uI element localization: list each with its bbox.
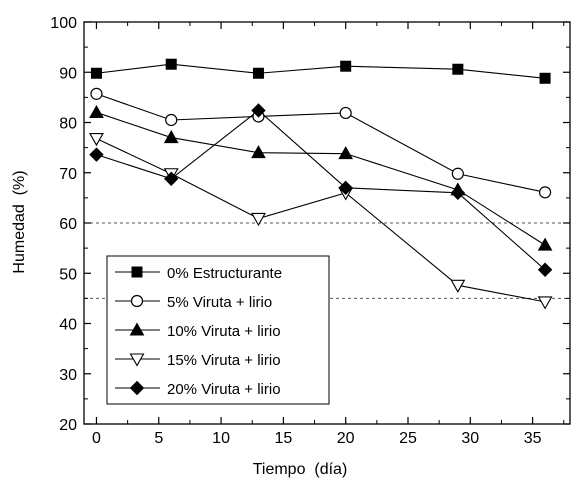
data-point [251,103,266,118]
data-point [165,113,178,127]
legend-marker [130,294,144,308]
series-line-4 [96,138,546,303]
legend-marker [129,353,145,367]
y-tick-label: 30 [59,367,77,384]
data-point [89,133,104,147]
series-line-1 [96,63,546,79]
data-point [339,106,352,120]
legend-marker [129,380,145,396]
x-tick-label: 5 [154,430,163,447]
data-point [165,58,177,70]
data-point [340,60,352,72]
data-point [90,67,102,79]
y-tick-label: 80 [59,116,77,133]
legend-label: 5% Viruta + lirio [167,294,272,311]
x-tick-label: 15 [274,430,292,447]
data-point [538,186,552,199]
legend-label: 10% Viruta + lirio [167,323,281,340]
data-point [89,104,104,118]
x-tick-label: 30 [461,430,479,447]
x-tick-label: 35 [524,430,542,447]
x-tick-label: 20 [337,430,355,447]
data-point [450,279,466,293]
y-tick-label: 20 [59,417,77,434]
series-line-3 [96,111,546,246]
series-markers [89,58,553,310]
data-point [450,185,466,201]
y-tick-label: 60 [59,216,77,233]
legend-marker [131,266,143,278]
legend-marker [129,322,145,336]
data-point [537,237,553,251]
y-tick-label: 100 [50,15,77,32]
data-point [338,180,353,196]
axes: 0 5 10 15 20 25 30 35 20 30 40 50 60 70 80 90 100 [50,15,570,447]
data-point [451,167,464,180]
y-tick-label: 70 [59,166,77,183]
data-point [251,145,266,159]
data-point [164,171,179,186]
data-point [452,63,464,75]
series-line-5 [96,109,546,271]
legend-label: 0% Estructurante [167,265,282,282]
data-point [90,87,103,100]
legend-label: 15% Viruta + lirio [167,352,281,369]
x-tick-label: 0 [92,430,101,447]
legend-label: 20% Viruta + lirio [167,381,281,398]
x-axis-label: Tiempo (día) [253,461,348,478]
y-axis-label: Humedad (%) [11,170,28,273]
data-point [537,262,553,277]
series-lines [96,63,546,303]
y-tick-label: 40 [59,317,77,334]
x-tick-label: 10 [212,430,230,447]
y-tick-label: 50 [59,266,77,283]
data-point [252,67,264,79]
data-point [539,72,551,84]
x-tick-label: 25 [399,430,417,447]
data-point [537,296,553,310]
y-tick-label: 90 [59,65,77,82]
series-line-2 [96,93,546,193]
data-point [163,130,179,144]
data-point [89,147,104,162]
legend: 0% Estructurante 5% Viruta + lirio 10% Vir… [106,255,330,405]
data-point [251,212,266,227]
data-point [338,146,354,160]
